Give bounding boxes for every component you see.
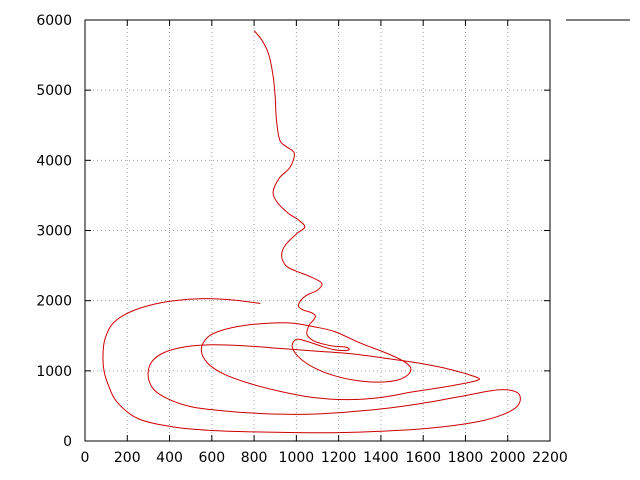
y-tick-label: 3000: [36, 224, 72, 240]
grid-lines: [85, 20, 550, 441]
x-tick-labels: 0 200 400 600 800 1000 1200 1400 1600 1800 2000 220…: [81, 450, 568, 466]
x-tick-label: 1800: [448, 450, 484, 466]
y-tick-labels: 0 1000 2000 3000 4000 5000 6000: [36, 13, 72, 450]
x-tick-label: 600: [198, 450, 225, 466]
y-tick-label: 0: [63, 434, 72, 450]
y-tick-label: 1000: [36, 364, 72, 380]
x-tick-label: 1200: [321, 450, 357, 466]
x-tick-label: 2200: [532, 450, 568, 466]
y-tick-label: 6000: [36, 13, 72, 29]
y-tick-label: 2000: [36, 294, 72, 310]
x-tick-label: 200: [114, 450, 141, 466]
series-line: [102, 30, 521, 434]
y-tick-label: 5000: [36, 83, 72, 99]
plot-frame: [84, 19, 551, 442]
x-tick-label: 400: [156, 450, 183, 466]
x-tick-label: 2000: [490, 450, 526, 466]
x-tick-label: 1600: [405, 450, 441, 466]
x-tick-label: 1400: [363, 450, 399, 466]
x-tick-label: 0: [81, 450, 90, 466]
y-tick-label: 4000: [36, 153, 72, 169]
x-tick-label: 1000: [279, 450, 315, 466]
series-group: [102, 30, 521, 434]
x-tick-label: 800: [241, 450, 268, 466]
